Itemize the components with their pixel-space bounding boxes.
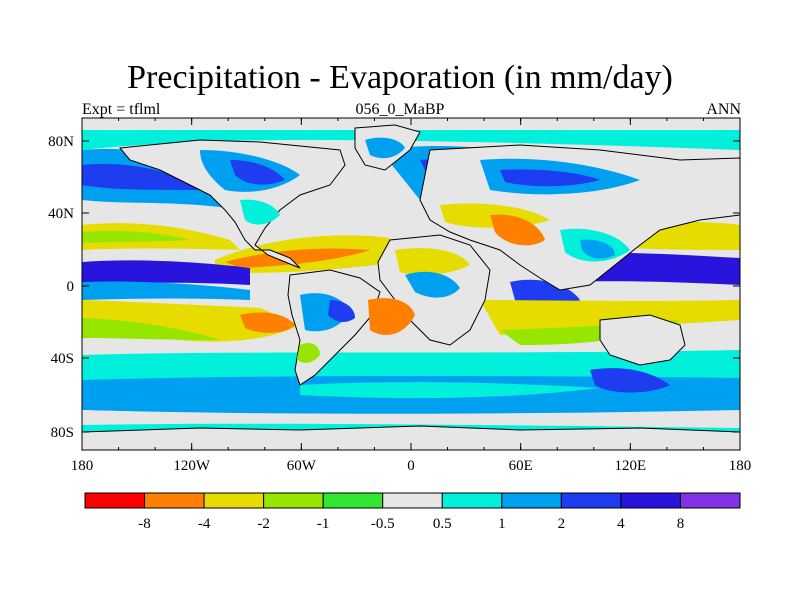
colorbar-box: [560, 492, 622, 509]
y-axis: 80N 40N 0 40S 80S: [48, 134, 740, 441]
y-tick-label: 40N: [48, 206, 74, 222]
colorbar-label: -8: [138, 516, 151, 532]
colorbar-box: [679, 492, 741, 509]
x-tick-label: 60W: [287, 458, 317, 474]
x-tick-label: 0: [407, 458, 415, 474]
plot-title: Precipitation - Evaporation (in mm/day): [127, 59, 673, 96]
colorbar-label: -4: [198, 516, 211, 532]
colorbar-box: [441, 492, 503, 509]
colorbar-label: 0.5: [433, 516, 452, 532]
time-label: 056_0_MaBP: [355, 101, 445, 118]
colorbar-label: 1: [498, 516, 506, 532]
x-axis: 180 120W 60W 0 60E 120E 180: [71, 118, 752, 474]
x-tick-label: 180: [729, 458, 752, 474]
y-tick-label: 80S: [51, 425, 74, 441]
colorbar-box: [322, 492, 384, 509]
colorbar: -8 -4 -2 -1 -0.5 0.5 1 2 4 8: [84, 492, 741, 532]
colorbar-box: [144, 492, 205, 509]
colorbar-label: -0.5: [371, 516, 395, 532]
x-tick-label: 60E: [509, 458, 533, 474]
x-tick-label: 120E: [614, 458, 646, 474]
colorbar-label: -1: [317, 516, 330, 532]
colorbar-label: -2: [257, 516, 270, 532]
colorbar-label: 8: [677, 516, 685, 532]
season-label: ANN: [706, 101, 741, 118]
y-tick-label: 0: [67, 279, 75, 295]
colorbar-box: [501, 492, 562, 509]
colorbar-label: 2: [558, 516, 566, 532]
x-tick-label: 180: [71, 458, 94, 474]
colorbar-box: [263, 492, 324, 509]
colorbar-box: [203, 492, 265, 509]
experiment-label: Expt = tflml: [82, 101, 161, 118]
continents: [82, 124, 740, 450]
colorbar-box: [620, 492, 681, 509]
colorbar-box: [382, 492, 443, 509]
y-tick-label: 40S: [51, 351, 74, 367]
colorbar-label: 4: [617, 516, 625, 532]
colorbar-box: [84, 492, 146, 509]
x-tick-label: 120W: [173, 458, 211, 474]
y-tick-label: 80N: [48, 134, 74, 150]
